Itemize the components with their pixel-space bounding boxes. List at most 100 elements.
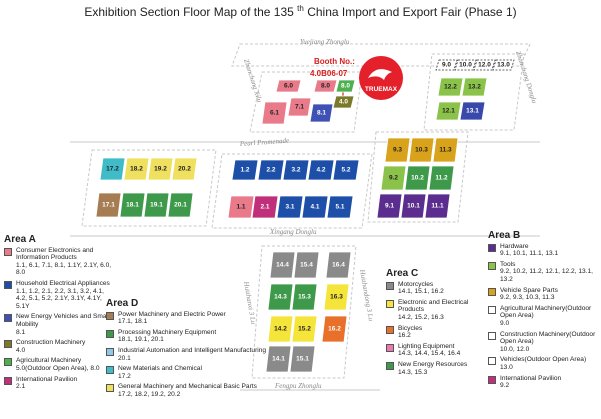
legend-item: Household Electrical Appliances 1.1, 1.2,… (4, 280, 114, 310)
hall-label: 13.2 (468, 84, 481, 91)
brand-badge (359, 56, 403, 100)
hall-label: 1.1 (236, 204, 245, 211)
legend-halls: 13.0 (500, 363, 513, 371)
hall-label: 17.1 (102, 202, 115, 209)
legend-text: Construction Machinery(Outdoor Open Area… (500, 331, 600, 354)
legend-text: Processing Machinery Equipment 18.1, 19.1… (118, 329, 216, 344)
brand-logo (368, 69, 392, 80)
hall (231, 159, 259, 181)
legend-name: Power Machinery and Electric Power (118, 310, 226, 318)
legend-name: General Machinery and Mechanical Basic P… (118, 383, 257, 391)
hall (424, 193, 451, 219)
legend-item: Tools 9.2, 10.2, 11.2, 12.1, 12.2, 13.1, … (488, 261, 600, 284)
hall-label: 10.1 (407, 203, 420, 210)
hall (400, 193, 427, 219)
legend-halls: 14.3, 15.3 (398, 368, 428, 376)
hall (473, 59, 496, 71)
legend-name: Vehicle Spare Parts (500, 286, 558, 294)
hall-label: 5.1 (335, 204, 344, 211)
hall (291, 283, 318, 311)
legend-text: International Pavilion 2.1 (16, 376, 77, 391)
legend-text: Power Machinery and Electric Power 17.1, … (118, 311, 226, 326)
hall-label: 14.4 (276, 262, 289, 269)
legend-text: Agricultural Machinery(Outdoor Open Area… (500, 305, 600, 328)
hall (227, 195, 255, 219)
hall-label: 19.2 (154, 166, 167, 173)
legend-swatch (386, 325, 394, 334)
hall-label: 9.1 (385, 203, 394, 210)
hall-label: 6.1 (270, 110, 279, 117)
legend-name: Motorcycles (398, 280, 434, 288)
legend-halls: 14.1, 15.1, 16.2 (398, 288, 444, 296)
legend-text: Lighting Equipment 14.3, 14.4, 15.4, 16.4 (398, 343, 460, 358)
outlines (70, 43, 540, 391)
hall-label: 4.1 (310, 204, 319, 211)
legend-swatch (386, 343, 394, 352)
hall (307, 159, 335, 181)
legend-swatch (488, 305, 496, 314)
legend-text: Electronic and Electrical Products 14.2, … (398, 299, 494, 322)
legend-area-c: Area C Motorcycles 14.1, 15.1, 16.2 Electro… (386, 269, 494, 379)
legend-name: Bicycles (398, 324, 423, 332)
hall (408, 137, 435, 163)
legend-text: Hardware 9.1, 10.1, 11.1, 13.1 (500, 243, 558, 258)
legend-item: Industrial Automation and Intelligent Ma… (106, 347, 274, 362)
hall (265, 345, 292, 373)
hall (301, 195, 329, 219)
legend-item: Bicycles 16.2 (386, 325, 494, 340)
legend-swatch (488, 243, 496, 252)
legend-name: Agricultural Machinery(Outdoor Open Area… (500, 304, 592, 320)
legend-name: Hardware (500, 242, 529, 250)
legend-text: Industrial Automation and Intelligent Ma… (118, 347, 266, 362)
road-label: Zhanchang Donglu (514, 50, 539, 105)
hall-label: 16.3 (330, 294, 343, 301)
legend-text: Household Electrical Appliances 1.1, 1.2,… (16, 280, 114, 310)
legend-text: Vehicles(Outdoor Open Area) 13.0 (500, 356, 586, 371)
legend-halls: 10.0, 12.0 (500, 345, 530, 353)
hall (321, 315, 348, 343)
hall (461, 77, 488, 97)
legend-halls: 16.2 (398, 332, 411, 340)
legend-name: Electronic and Electrical Products (398, 298, 469, 314)
hall-label: 9.0 (442, 62, 451, 69)
hall (326, 195, 354, 219)
hall-label: 13.0 (497, 62, 510, 69)
road-label: Fengpu Zhonglu (274, 382, 322, 390)
hall-label: 15.4 (300, 262, 313, 269)
legend-name: International Pavilion (16, 375, 78, 383)
legend-name: New Materials and Chemical (118, 365, 202, 373)
legend-name: New Energy Vehicles and Smart Mobility (16, 313, 111, 328)
hall-label: 2.2 (266, 167, 275, 174)
legend-halls: 9.1, 10.1, 11.1, 13.1 (500, 250, 559, 258)
hall (404, 165, 431, 191)
legend-swatch (4, 314, 12, 323)
hall-label: 16.2 (328, 326, 341, 333)
legend-item: Vehicle Spare Parts 9.2, 9.3, 10.3, 11.3 (488, 287, 600, 302)
legend-name: Lighting Equipment (398, 342, 455, 350)
legend-item: Vehicles(Outdoor Open Area) 13.0 (488, 356, 600, 371)
hall (437, 77, 464, 97)
hall (287, 97, 312, 117)
legend-halls: 9.2 (500, 382, 510, 390)
hall (95, 192, 122, 218)
legend-text: Motorcycles 14.1, 15.1, 16.2 (398, 281, 444, 296)
hall-label: 10.2 (411, 175, 424, 182)
legend-item: General Machinery and Mechanical Basic P… (106, 383, 274, 398)
legend-halls: 1.1, 6.1, 7.1, 8.1, 1.1Y, 2.1Y, 6.0, 8.0 (16, 261, 112, 277)
legend-item: Lighting Equipment 14.3, 14.4, 15.4, 16.4 (386, 343, 494, 358)
hall-label: 19.1 (150, 202, 163, 209)
legend-text: Tools 9.2, 10.2, 11.2, 12.1, 12.2, 13.1, … (500, 261, 600, 284)
hall-label: 10.3 (415, 147, 428, 154)
legend-text: Consumer Electronics and Information Pro… (16, 247, 114, 277)
hall-label: 8.0 (341, 83, 350, 90)
hall (492, 59, 515, 71)
hall (309, 103, 334, 123)
legend-swatch (488, 331, 496, 340)
road-label: Xingang Donglu (269, 228, 317, 236)
hall (332, 159, 360, 181)
legend-halls: 17.2, 18.2, 19.2, 20.2 (118, 390, 181, 398)
legend-halls: 4.0 (16, 346, 26, 354)
legend-swatch (106, 366, 114, 375)
legend-swatch (386, 361, 394, 370)
